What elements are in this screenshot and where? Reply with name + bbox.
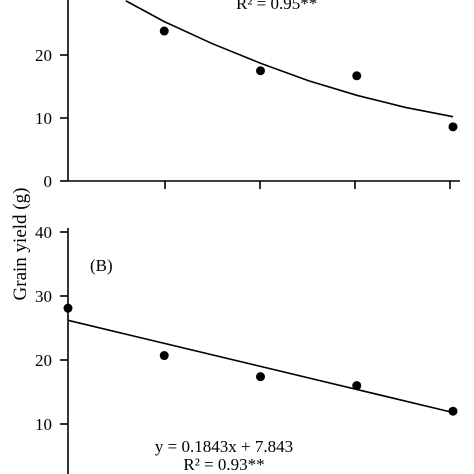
bottom-y-tick-label: 20	[35, 351, 52, 370]
bottom-data-point	[448, 406, 458, 416]
top-y-tick-label: 10	[35, 109, 52, 128]
bottom-y-tick-label: 10	[35, 415, 52, 434]
top-data-point	[448, 122, 458, 132]
top-data-point	[352, 71, 362, 81]
top-data-point	[256, 66, 265, 76]
bottom-fit-line	[67, 319, 454, 414]
bottom-data-point	[159, 351, 169, 361]
bottom-y-tick-label: 30	[35, 287, 52, 306]
top-data-point	[159, 26, 169, 36]
bottom-panel-title: (B)	[90, 256, 113, 275]
y-axis-label: Grain yield (g)	[10, 188, 31, 301]
top-y-tick-label: 20	[35, 46, 52, 65]
top-y-tick-label: 0	[44, 172, 53, 191]
panel-bottom: (B) y = 0.1843x + 7.843 R² = 0.93** 10 20…	[35, 223, 458, 474]
panel-top: R² = 0.95** 0 10 20	[35, 0, 460, 191]
top-r2-annotation: R² = 0.95**	[236, 0, 317, 13]
bottom-equation-annotation: y = 0.1843x + 7.843	[155, 437, 293, 456]
bottom-data-point	[256, 372, 265, 382]
top-fit-line	[125, 0, 454, 118]
bottom-r2-annotation: R² = 0.93**	[183, 455, 264, 474]
bottom-y-tick-label: 40	[35, 223, 52, 242]
bottom-data-point	[352, 381, 362, 391]
bottom-data-point	[63, 303, 73, 313]
